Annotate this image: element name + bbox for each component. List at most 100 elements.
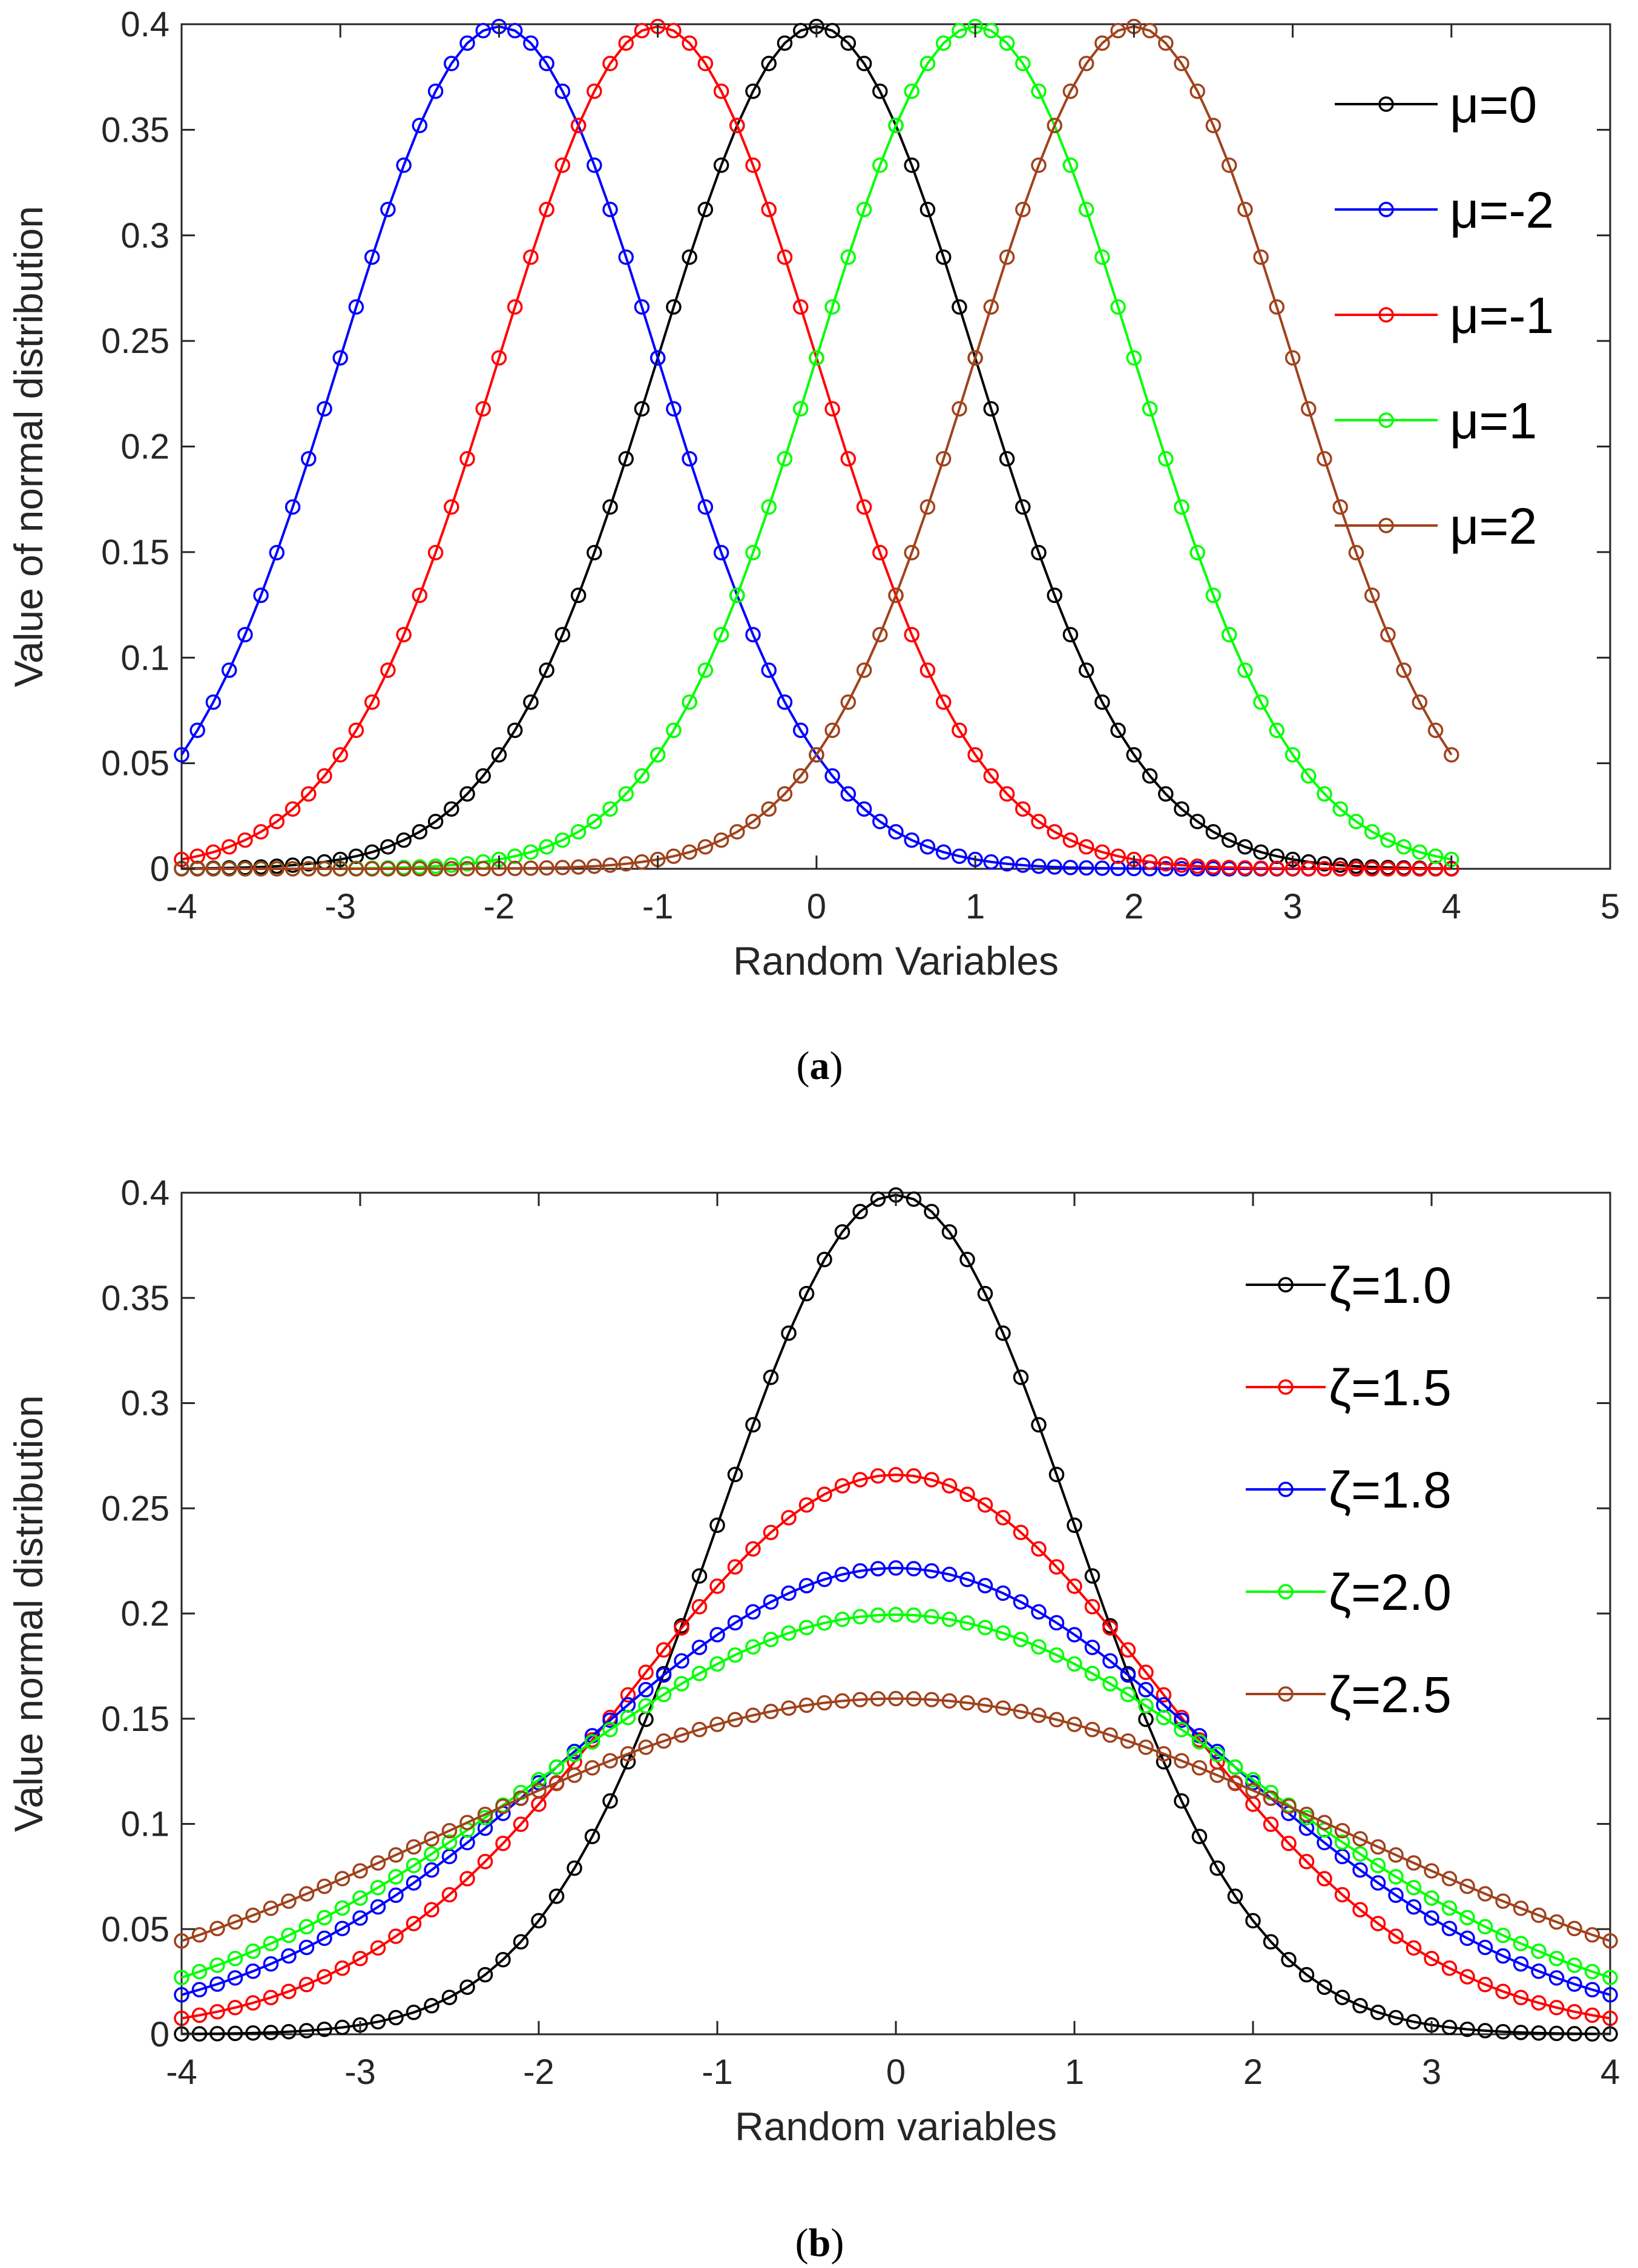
data-point [1388,1887,1404,1904]
data-point [221,861,237,877]
data-point [983,854,999,870]
data-point [727,1466,743,1483]
x-tick-label: -4 [166,2052,197,2092]
legend-label: μ=-1 [1450,287,1554,344]
data-point [995,1700,1011,1716]
data-point [1158,861,1174,877]
data-point [1281,1798,1297,1815]
data-point [634,401,650,417]
data-point [1298,1807,1315,1822]
data-point [444,801,459,817]
data-point [570,859,587,875]
data-point [872,814,888,829]
data-point [352,1910,368,1926]
data-point [227,2025,243,2042]
data-point [656,1642,672,1658]
data-point [1459,1969,1475,1985]
data-point [237,832,253,848]
data-point [1269,722,1285,738]
data-point [872,627,888,642]
data-point [298,2023,315,2039]
data-point [1013,1704,1029,1719]
data-point [1298,1966,1315,1983]
data-point [904,627,919,642]
data-point [856,801,872,817]
data-point [388,1847,404,1863]
data-point [424,1862,439,1878]
data-point [967,350,983,366]
data-point [475,22,491,39]
data-point [638,1682,654,1698]
data-point [424,1831,439,1847]
data-point [602,1721,618,1738]
data-point [1334,1822,1350,1839]
data-point [1477,1939,1493,1956]
data-point [1094,860,1110,876]
data-point [370,1855,386,1871]
data-point [1477,1886,1493,1902]
data-point [824,768,840,784]
data-point [539,860,554,876]
data-point [872,545,888,561]
data-point [999,855,1015,872]
data-point [523,694,539,710]
legend-swatch-marker [1378,412,1394,428]
data-point [674,1620,689,1636]
data-point [638,1739,654,1755]
data-point [298,1939,315,1956]
data-point [906,1561,922,1577]
data-point [227,1951,243,1966]
data-point [1015,857,1031,873]
data-point [1352,1831,1368,1847]
data-point [1317,1871,1332,1887]
data-point [1406,1940,1422,1956]
data-point [1364,587,1380,604]
legend-entry: ζ=1.8 [1246,1462,1452,1518]
data-point [227,2000,243,2016]
data-point [1567,2026,1582,2042]
data-point [1459,2021,1475,2037]
data-point [1062,83,1079,99]
data-point [364,249,380,265]
x-tick-label: -3 [344,2052,376,2092]
data-point [406,1916,422,1931]
data-point [870,1191,886,1207]
data-point [380,861,396,877]
data-point [539,56,554,71]
data-point [491,350,507,366]
data-point [959,1251,975,1268]
data-point [539,202,554,217]
legend-entry: ζ=2.5 [1246,1666,1452,1723]
data-point [174,747,189,763]
legend-swatch-marker [1278,1584,1294,1600]
data-point [777,786,793,802]
data-point [840,35,857,51]
data-point [1317,855,1332,872]
data-point [554,83,571,99]
data-point [999,451,1015,467]
data-point [1237,202,1253,217]
data-point [531,1913,547,1929]
data-point [977,1285,993,1302]
data-point [709,1578,725,1594]
data-point [427,861,444,877]
data-point [952,848,967,864]
panel-a-caption: (a) [797,1044,843,1088]
data-point [856,202,872,217]
data-point [364,861,380,877]
data-point [1047,859,1062,875]
data-point [1284,747,1301,763]
data-point [666,299,682,315]
data-point [441,1989,458,2005]
data-point [840,451,857,467]
data-point [666,22,682,39]
data-point [548,1888,565,1904]
data-point [852,1204,868,1219]
data-point [1067,1627,1082,1643]
data-point [1110,722,1126,738]
data-point [475,860,491,877]
data-point [370,2014,386,2030]
y-tick-label: 0.4 [120,1173,169,1213]
data-point [191,1982,208,1998]
data-point [1427,722,1444,738]
